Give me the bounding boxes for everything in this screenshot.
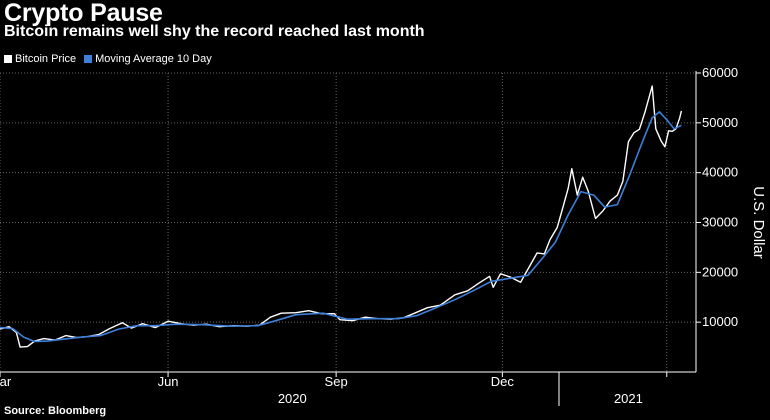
chart-title: Crypto Pause bbox=[4, 0, 163, 27]
x-year-label: 2021 bbox=[614, 391, 643, 406]
chart-subtitle: Bitcoin remains well shy the record reac… bbox=[4, 23, 425, 40]
y-tick-label: 60000 bbox=[702, 65, 738, 80]
legend-label-bitcoin-price: Bitcoin Price bbox=[15, 53, 77, 65]
legend: Bitcoin Price Moving Average 10 Day bbox=[4, 53, 220, 65]
x-month-label: Jun bbox=[158, 374, 179, 389]
series-line-moving-average bbox=[0, 111, 682, 343]
x-year-label: 2020 bbox=[278, 391, 307, 406]
y-tick-label: 20000 bbox=[702, 264, 738, 279]
legend-label-moving-average: Moving Average 10 Day bbox=[95, 53, 212, 65]
y-tick-label: 30000 bbox=[702, 215, 738, 230]
y-tick-label: 50000 bbox=[702, 115, 738, 130]
y-tick-label: 40000 bbox=[702, 165, 738, 180]
y-tick-label: 10000 bbox=[702, 314, 738, 329]
legend-item-moving-average: Moving Average 10 Day bbox=[84, 53, 212, 65]
x-month-label: Mar bbox=[0, 374, 12, 389]
x-month-label: Sep bbox=[325, 374, 348, 389]
series-line-bitcoin-price bbox=[0, 85, 683, 348]
source-note: Source: Bloomberg bbox=[4, 405, 107, 417]
legend-swatch-moving-average bbox=[84, 55, 93, 63]
x-month-label: Dec bbox=[491, 374, 515, 389]
legend-item-bitcoin-price: Bitcoin Price bbox=[4, 53, 76, 65]
y-axis-title: U.S. Dollar bbox=[750, 186, 767, 259]
legend-swatch-bitcoin-price bbox=[4, 55, 12, 63]
